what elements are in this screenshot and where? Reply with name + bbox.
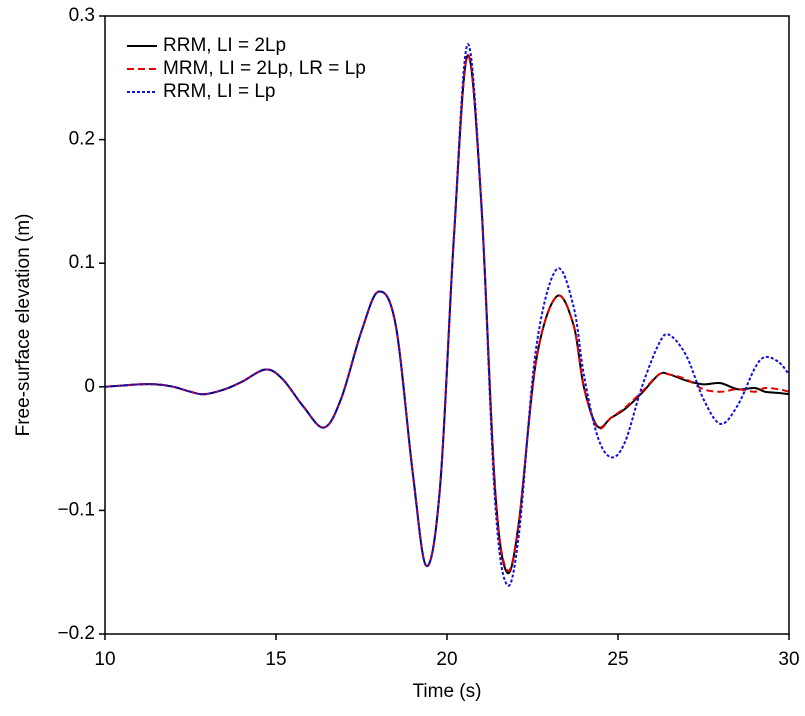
data-line (104, 54, 790, 575)
legend-label: MRM, LI = 2Lp, LR = Lp (163, 58, 366, 79)
x-tick-label: 15 (265, 649, 286, 670)
x-axis-label: Time (s) (413, 681, 482, 702)
y-tick-label: 0 (84, 376, 95, 397)
y-tick-label: 0.1 (69, 252, 95, 273)
y-tick-label: −0.1 (57, 499, 95, 520)
data-line (104, 43, 790, 587)
x-tick-label: 25 (607, 649, 628, 670)
legend-label: RRM, LI = Lp (163, 81, 275, 102)
x-tick-label: 20 (436, 649, 457, 670)
x-tick-label: 30 (778, 649, 799, 670)
y-tick-label: −0.2 (57, 623, 95, 644)
data-line (104, 54, 790, 572)
x-tick-label: 10 (94, 649, 115, 670)
y-axis-label: Free-surface elevation (m) (13, 214, 34, 437)
legend-label: RRM, LI = 2Lp (163, 35, 286, 56)
plot-frame (104, 15, 790, 635)
y-tick-label: 0.3 (69, 5, 95, 26)
y-tick-label: 0.2 (69, 129, 95, 150)
